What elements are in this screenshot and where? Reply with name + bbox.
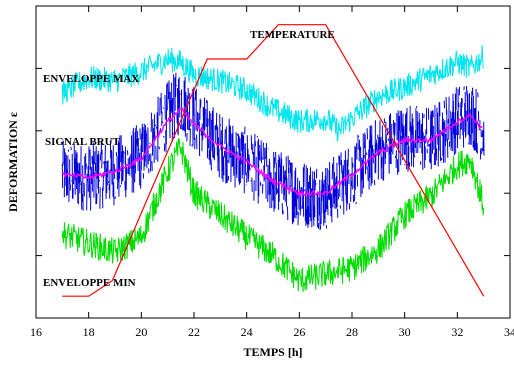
x-tick-label: 20 [135,325,147,339]
annotation-signal-brut: SIGNAL BRUT [45,136,121,148]
x-tick-label: 32 [451,325,463,339]
annotation-enveloppe-max: ENVELOPPE MAX [43,73,139,85]
enveloppe-min-line [61,138,485,293]
annotation-enveloppe-min: ENVELOPPE MIN [43,277,136,289]
tick-layer: 16 18 20 22 24 26 28 30 32 34 [30,6,514,339]
y-axis-title: DEFORMATION ε [6,112,20,212]
x-tick-label: 24 [241,325,253,339]
x-tick-label: 16 [30,325,42,339]
x-tick-label: 34 [504,325,514,339]
plot-frame [35,5,511,319]
series-enveloppe-max [61,44,485,142]
moyenne-line [62,107,483,198]
x-tick-label: 22 [188,325,200,339]
x-axis-title: TEMPS [h] [243,345,302,359]
x-tick-label: 30 [399,325,411,339]
enveloppe-max-line [61,44,485,142]
series-moyenne [62,107,483,198]
series-temperature [62,24,485,297]
series-enveloppe-min [61,138,485,293]
temperature-line [62,24,485,297]
x-tick-label: 26 [293,325,305,339]
plot-layer [61,24,485,297]
annotation-temperature: TEMPERATURE [250,29,335,41]
x-tick-label: 28 [346,325,358,339]
x-tick-label: 18 [83,325,95,339]
